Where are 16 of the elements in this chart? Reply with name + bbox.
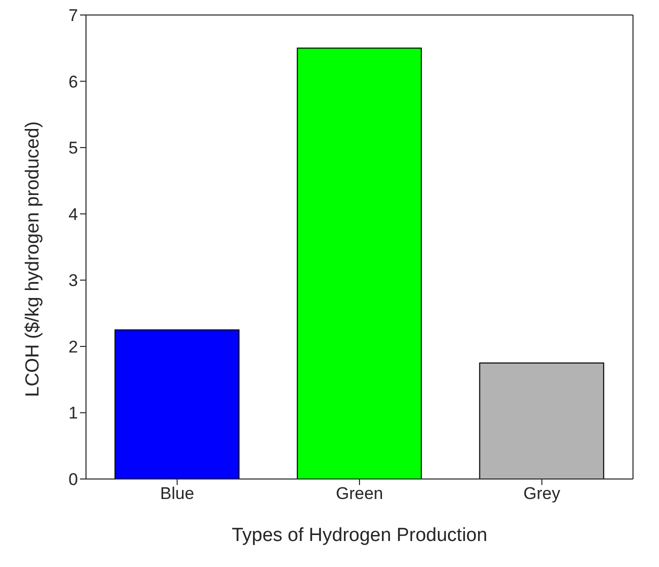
- x-tick-label: Blue: [160, 484, 194, 504]
- y-tick-label: 2: [68, 337, 78, 356]
- y-tick-label: 1: [68, 404, 78, 423]
- y-axis-title: LCOH ($/kg hydrogen produced): [22, 121, 44, 397]
- y-tick-label: 5: [68, 138, 78, 158]
- y-tick-label: 0: [68, 470, 78, 490]
- bar: [114, 329, 240, 479]
- y-tick-label: 7: [68, 6, 78, 26]
- bar: [296, 48, 422, 479]
- bar: [479, 362, 604, 479]
- x-axis-title: Types of Hydrogen Production: [232, 525, 488, 546]
- x-tick-label: Grey: [523, 484, 561, 504]
- y-tick-label: 6: [68, 72, 78, 92]
- y-tick-label: 4: [68, 204, 78, 224]
- y-tick-label: 3: [68, 271, 78, 290]
- x-tick-label: Green: [336, 484, 384, 504]
